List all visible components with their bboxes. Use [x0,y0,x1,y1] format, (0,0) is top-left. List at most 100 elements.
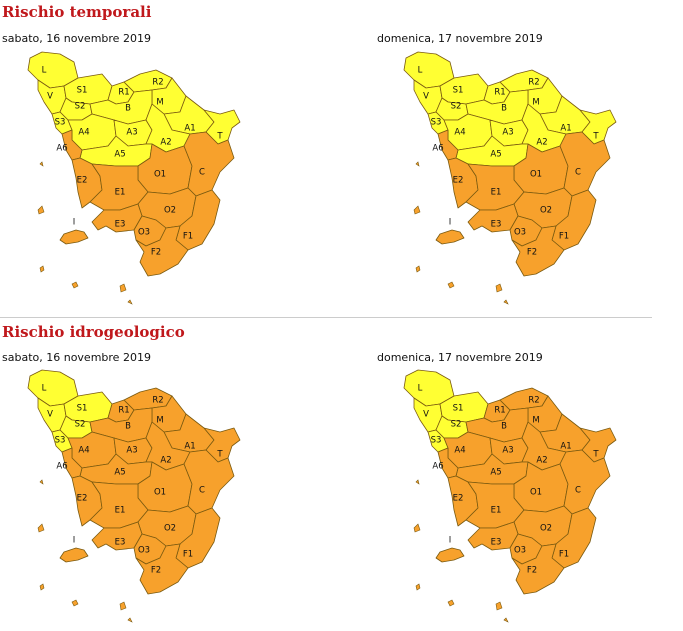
island-2 [415,161,420,167]
island-1 [37,205,45,215]
zone-f1 [551,507,597,569]
zone-label-l: L [42,384,47,394]
zone-label-a5: A5 [114,468,125,478]
zone-label-s3: S3 [55,118,66,128]
island-4 [119,283,127,293]
zone-label-s3: S3 [431,118,442,128]
island-5 [127,299,133,305]
zone-label-c: C [575,168,581,178]
zone-label-e1: E1 [115,188,126,198]
zone-label-a2: A2 [160,456,171,466]
zone-label-s3: S3 [55,436,66,446]
island-3 [447,599,455,607]
zone-label-c: C [575,486,581,496]
zone-i [435,229,465,245]
zone-label-c: C [199,168,205,178]
zone-f1 [175,189,221,251]
zone-label-a1: A1 [184,442,195,452]
zone-label-e1: E1 [491,506,502,516]
zone-label-r1: R1 [494,88,505,98]
zone-label-f2: F2 [527,566,537,576]
island-6 [39,583,45,591]
section-title-idrogeologico: Rischio idrogeologico [2,323,185,341]
island-6 [415,265,421,273]
section-title-temporali: Rischio temporali [2,3,152,21]
zone-label-r1: R1 [118,406,129,416]
zone-label-s3: S3 [431,436,442,446]
zone-label-l: L [418,384,423,394]
island-2 [415,479,420,485]
zone-i [59,229,89,245]
zone-label-f2: F2 [527,248,537,258]
island-5 [503,299,509,305]
zone-label-a4: A4 [454,128,465,138]
zone-label-o3: O3 [514,546,526,556]
zone-c [559,449,611,515]
zone-label-e3: E3 [115,220,126,230]
zone-label-f1: F1 [183,550,193,560]
zone-label-m: M [156,416,163,426]
island-6 [39,265,45,273]
zone-label-t: T [216,450,223,460]
zone-f1 [551,189,597,251]
zone-label-a6: A6 [56,462,67,472]
zone-label-a4: A4 [454,446,465,456]
zone-label-f1: F1 [559,550,569,560]
date-label-idro-sun: domenica, 17 novembre 2019 [377,351,543,364]
zone-label-a3: A3 [126,128,137,138]
zone-e3 [91,203,143,233]
zone-i [59,547,89,563]
date-label-temporali-sun: domenica, 17 novembre 2019 [377,32,543,45]
zone-label-v: V [423,410,429,420]
island-3 [71,599,79,607]
zone-label-i: I [73,536,76,546]
zone-label-s1: S1 [453,404,464,414]
zone-label-o2: O2 [164,206,176,216]
zone-label-v: V [47,410,53,420]
zone-label-l: L [42,66,47,76]
zone-label-e2: E2 [453,494,464,504]
zone-label-a6: A6 [56,144,67,154]
zone-f2 [511,225,565,277]
zone-e3 [467,521,519,551]
island-3 [447,281,455,289]
zone-e3 [91,521,143,551]
island-4 [119,601,127,611]
section-divider [0,317,652,318]
zone-label-s2: S2 [75,420,86,430]
zone-label-s2: S2 [451,420,462,430]
zone-label-b: B [501,422,507,432]
zone-label-r2: R2 [152,78,163,88]
zone-label-i: I [449,536,452,546]
zone-label-a2: A2 [160,138,171,148]
zone-c [183,449,235,515]
zone-a6 [437,447,459,479]
island-1 [413,205,421,215]
zone-e3 [467,203,519,233]
island-1 [37,523,45,533]
zone-f2 [135,225,189,277]
island-2 [39,161,44,167]
zone-c [559,131,611,197]
zone-label-a4: A4 [78,446,89,456]
zone-label-c: C [199,486,205,496]
zone-label-o2: O2 [540,206,552,216]
zone-label-a3: A3 [502,446,513,456]
zone-label-s1: S1 [77,86,88,96]
zone-label-a6: A6 [432,462,443,472]
zone-label-o1: O1 [154,488,166,498]
island-2 [39,479,44,485]
zone-label-o3: O3 [138,546,150,556]
zone-label-e3: E3 [115,538,126,548]
zone-label-r2: R2 [528,396,539,406]
map-idro-sat: L V S1 S2 S3 R1 R2 M B A1 A2 A3 A4 A5 A6 T C O1 O2 O3 E1 E2 E3… [27,369,241,623]
zone-a6 [61,447,83,479]
date-label-idro-sat: sabato, 16 novembre 2019 [2,351,151,364]
zone-label-r1: R1 [494,406,505,416]
zone-label-t: T [216,132,223,142]
zone-label-s1: S1 [77,404,88,414]
zone-label-s2: S2 [75,102,86,112]
zone-label-a3: A3 [126,446,137,456]
zone-label-e1: E1 [491,188,502,198]
zone-label-o3: O3 [514,228,526,238]
